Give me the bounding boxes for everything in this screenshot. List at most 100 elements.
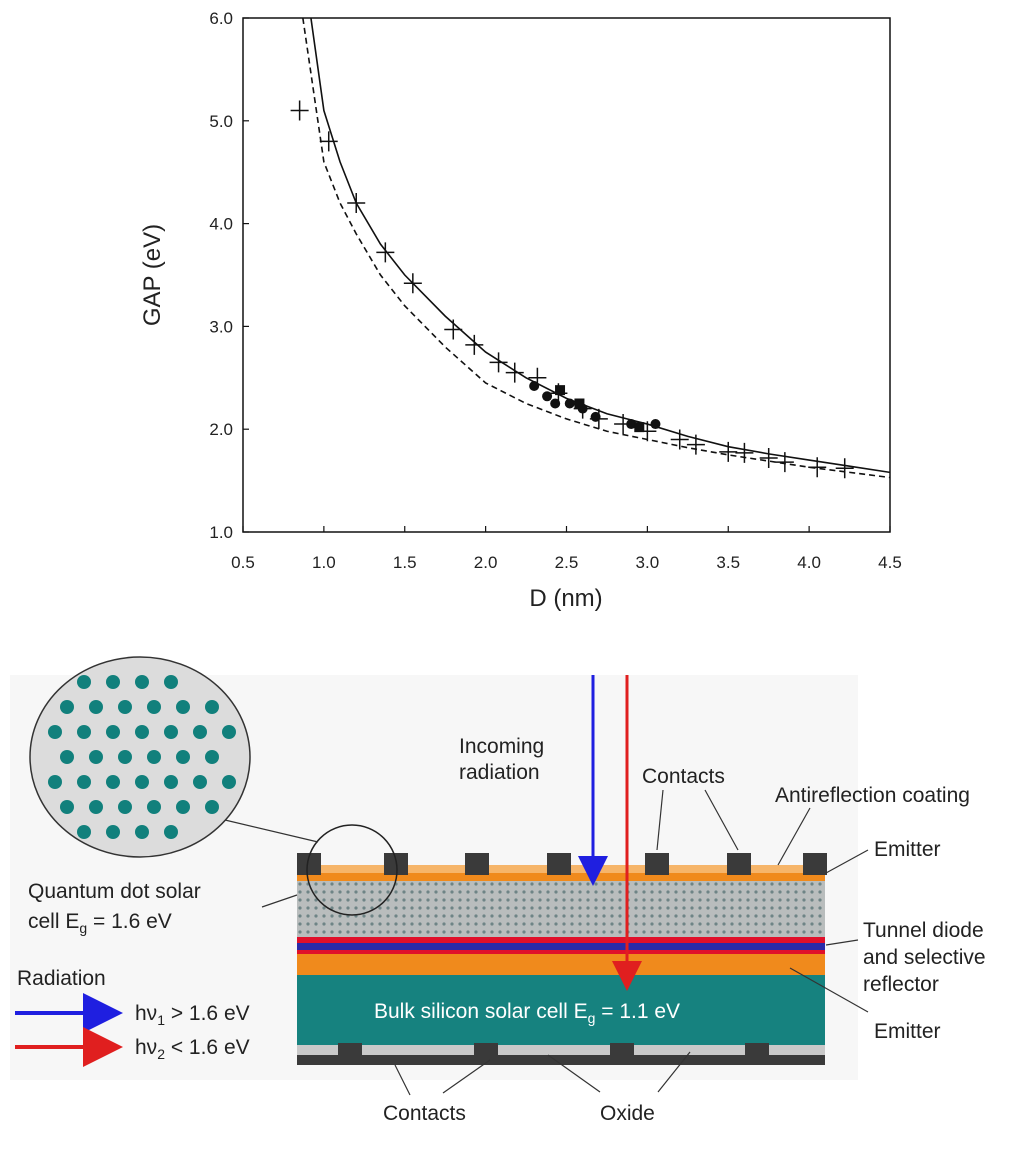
quantum-dot <box>77 775 91 789</box>
quantum-dot <box>106 675 120 689</box>
quantum-dot <box>176 700 190 714</box>
text: hν <box>135 1036 157 1059</box>
text: hν <box>135 1002 157 1025</box>
plus-marker <box>319 131 338 152</box>
square-marker <box>555 385 566 396</box>
leader <box>704 789 739 851</box>
y-tick-label: 4.0 <box>209 215 233 234</box>
radiation-label: Radiation <box>17 967 106 990</box>
plus-marker <box>808 457 827 478</box>
x-tick-label: 4.0 <box>797 553 821 572</box>
quantum-dot <box>48 725 62 739</box>
emitter-label: Emitter <box>874 838 941 861</box>
plus-marker <box>376 242 395 263</box>
oxide-layer <box>297 1045 825 1055</box>
leader <box>656 789 664 851</box>
hv2-label: hν2 < 1.6 eV <box>135 1036 250 1062</box>
x-tick-label: 3.5 <box>716 553 740 572</box>
plus-marker <box>444 319 463 340</box>
emitter-layer <box>297 873 825 881</box>
quantum-dot <box>193 775 207 789</box>
subscript: g <box>79 920 87 936</box>
quantum-dot <box>118 750 132 764</box>
x-tick-label: 2.0 <box>474 553 498 572</box>
y-tick-label: 5.0 <box>209 112 233 131</box>
circle-marker <box>529 381 540 392</box>
circle-marker <box>564 398 575 409</box>
text: > 1.6 eV <box>165 1002 250 1025</box>
text: Bulk silicon solar cell E <box>374 1000 588 1023</box>
quantum-dot <box>164 675 178 689</box>
quantum-dot <box>222 725 236 739</box>
curve <box>310 17 891 474</box>
quantum-dot <box>60 700 74 714</box>
emitter-label: Emitter <box>874 1020 941 1043</box>
leader <box>777 807 811 866</box>
quantum-dot <box>205 800 219 814</box>
subscript: g <box>588 1010 596 1026</box>
plus-marker <box>489 352 508 373</box>
tunnel-label: Tunnel diode <box>863 919 984 942</box>
leader <box>657 1051 691 1093</box>
zoom-dots <box>48 675 236 839</box>
quantum-dot <box>176 800 190 814</box>
chart: D (nm) GAP (eV) 0.5 1.0 1.5 2.0 2.5 3.0 3.5 4.0… <box>139 9 902 612</box>
tunnel-layer <box>297 943 825 950</box>
circle-marker <box>650 419 661 430</box>
quantum-dot <box>176 750 190 764</box>
plus-marker <box>347 193 366 214</box>
leader <box>825 939 859 946</box>
subscript: 2 <box>157 1046 165 1062</box>
leader <box>789 967 869 1013</box>
incoming-label: Incoming <box>459 735 544 758</box>
quantum-dot <box>106 775 120 789</box>
text: < 1.6 eV <box>165 1036 250 1059</box>
y-tick-label: 3.0 <box>209 317 233 336</box>
text: = 1.6 eV <box>87 910 172 933</box>
quantum-dot <box>164 825 178 839</box>
plus-marker <box>465 334 484 355</box>
plus-marker <box>686 434 705 455</box>
quantum-dot-layer <box>297 881 825 937</box>
quantum-dot <box>164 775 178 789</box>
plus-marker <box>735 442 754 463</box>
quantum-dot <box>135 725 149 739</box>
x-tick-label: 1.5 <box>393 553 417 572</box>
plus-marker <box>775 452 794 473</box>
quantum-dot <box>77 725 91 739</box>
oxide-label: Oxide <box>600 1102 655 1125</box>
quantum-dot <box>77 825 91 839</box>
circle-marker <box>626 419 637 430</box>
circle-marker <box>550 398 561 409</box>
y-tick-label: 1.0 <box>209 523 233 542</box>
leader <box>394 1064 411 1096</box>
plus-marker <box>759 447 778 468</box>
plus-marker <box>835 458 854 479</box>
bottom-contacts <box>338 1043 769 1057</box>
quantum-dot <box>205 700 219 714</box>
quantum-dot <box>89 750 103 764</box>
subscript: 1 <box>157 1012 165 1028</box>
hv1-label: hν1 > 1.6 eV <box>135 1002 250 1028</box>
x-tick-label: 2.5 <box>555 553 579 572</box>
x-tick-label: 4.5 <box>878 553 902 572</box>
x-tick-label: 0.5 <box>231 553 255 572</box>
quantum-dot <box>164 725 178 739</box>
diagram: Incoming radiation Contacts Antireflecti… <box>10 656 986 1125</box>
contacts-label: Contacts <box>642 765 725 788</box>
square-marker <box>634 422 645 433</box>
quantum-dot <box>135 675 149 689</box>
emitter-layer <box>297 954 825 975</box>
qd-label: cell Eg = 1.6 eV <box>28 910 172 936</box>
quantum-dot <box>147 700 161 714</box>
incoming-label: radiation <box>459 761 540 784</box>
text: = 1.1 eV <box>595 1000 680 1023</box>
quantum-dot <box>118 800 132 814</box>
contacts-label: Contacts <box>383 1102 466 1125</box>
top-contacts <box>297 853 827 875</box>
plus-marker <box>403 273 422 294</box>
leader <box>547 1054 601 1093</box>
quantum-dot <box>135 775 149 789</box>
tunnel-label: reflector <box>863 973 939 996</box>
plus-marker <box>505 362 524 383</box>
